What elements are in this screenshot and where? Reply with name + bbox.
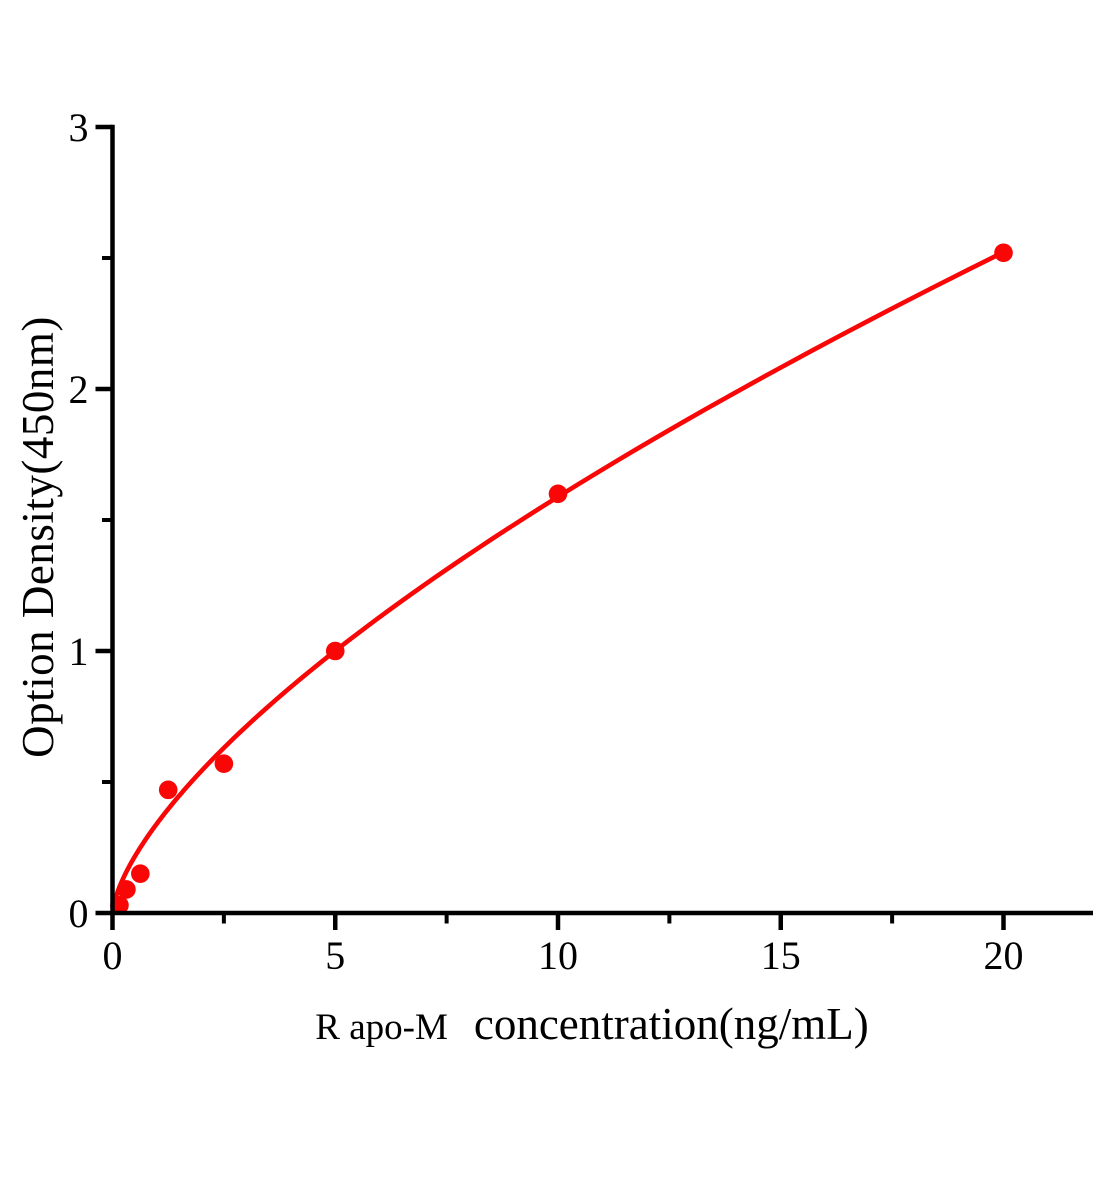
data-point	[325, 641, 345, 661]
x-tick-label: 10	[538, 933, 578, 978]
data-point	[110, 895, 129, 915]
x-axis-title-main: concentration(ng/mL)	[473, 999, 869, 1049]
curve-layer	[110, 243, 1013, 915]
y-tick-label: 0	[69, 891, 89, 936]
y-axis-title: Option Density(450nm)	[13, 316, 63, 758]
data-point	[214, 754, 234, 773]
x-tick-label: 0	[103, 933, 123, 978]
fit-curve	[111, 249, 1006, 907]
y-tick-label: 2	[69, 367, 89, 412]
data-point	[994, 243, 1013, 263]
data-point	[158, 780, 178, 800]
data-point	[548, 484, 568, 504]
y-tick-label: 1	[69, 629, 89, 674]
x-axis-title-prefix: R apo-M	[315, 1007, 448, 1048]
x-tick-label: 15	[761, 933, 801, 978]
y-tick-label: 3	[69, 105, 89, 150]
tick-label-layer: 0 5 10 15 20 0 1 2 3	[69, 105, 1024, 978]
x-tick-label: 5	[325, 933, 345, 978]
x-axis-title: R apo-M concentration(ng/mL)	[112, 998, 1072, 1050]
data-point	[117, 880, 136, 899]
x-tick-label: 20	[984, 933, 1024, 978]
data-point	[131, 864, 150, 883]
axes-layer	[95, 124, 1093, 930]
